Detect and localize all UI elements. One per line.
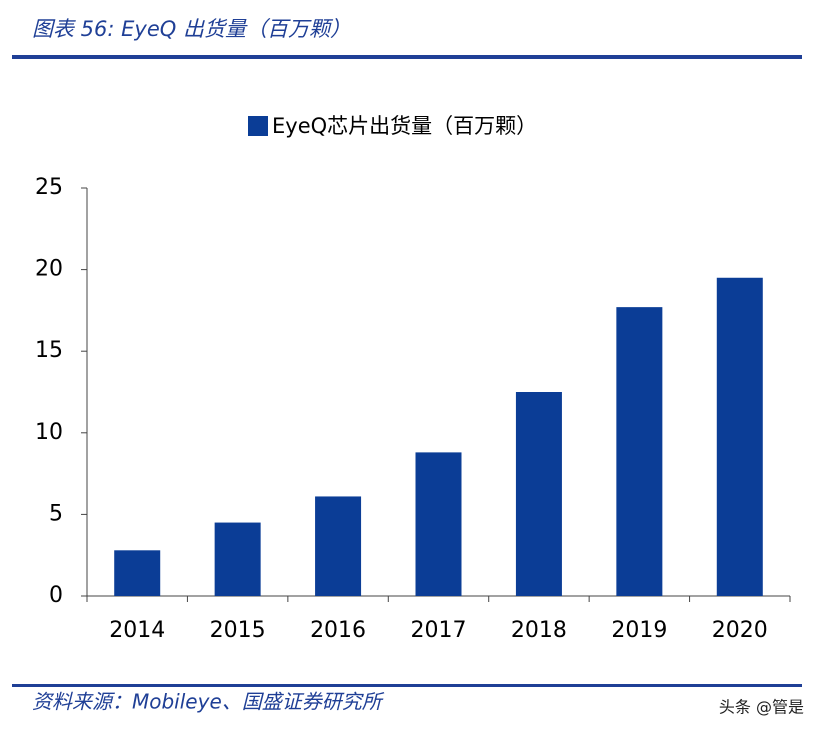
legend-swatch	[248, 116, 268, 136]
bar	[716, 277, 763, 596]
bar	[415, 452, 462, 596]
y-tick-label: 15	[35, 338, 63, 363]
y-tick-label: 5	[49, 501, 63, 526]
footer-rule	[12, 684, 802, 687]
x-tick-label: 2015	[210, 618, 266, 643]
x-tick-label: 2014	[109, 618, 165, 643]
x-tick-label: 2016	[310, 618, 366, 643]
legend-label: EyeQ芯片出货量（百万颗）	[272, 114, 537, 138]
bar	[315, 496, 362, 596]
bar	[616, 307, 663, 596]
watermark: 头条 @管是	[719, 698, 804, 717]
bar	[214, 522, 261, 596]
header-rule	[12, 55, 802, 59]
y-tick-label: 0	[49, 583, 63, 608]
x-tick-label: 2018	[511, 618, 567, 643]
x-tick-label: 2020	[712, 618, 768, 643]
y-tick-label: 10	[35, 420, 63, 445]
y-tick-label: 25	[35, 175, 63, 200]
x-tick-label: 2017	[411, 618, 467, 643]
x-tick-label: 2019	[611, 618, 667, 643]
bar	[515, 392, 562, 596]
source: 资料来源：Mobileye、国盛证券研究所	[32, 690, 385, 714]
header-title: 图表 56: EyeQ 出货量（百万颗）	[32, 17, 351, 41]
y-tick-label: 20	[35, 257, 63, 282]
bar	[114, 550, 161, 596]
